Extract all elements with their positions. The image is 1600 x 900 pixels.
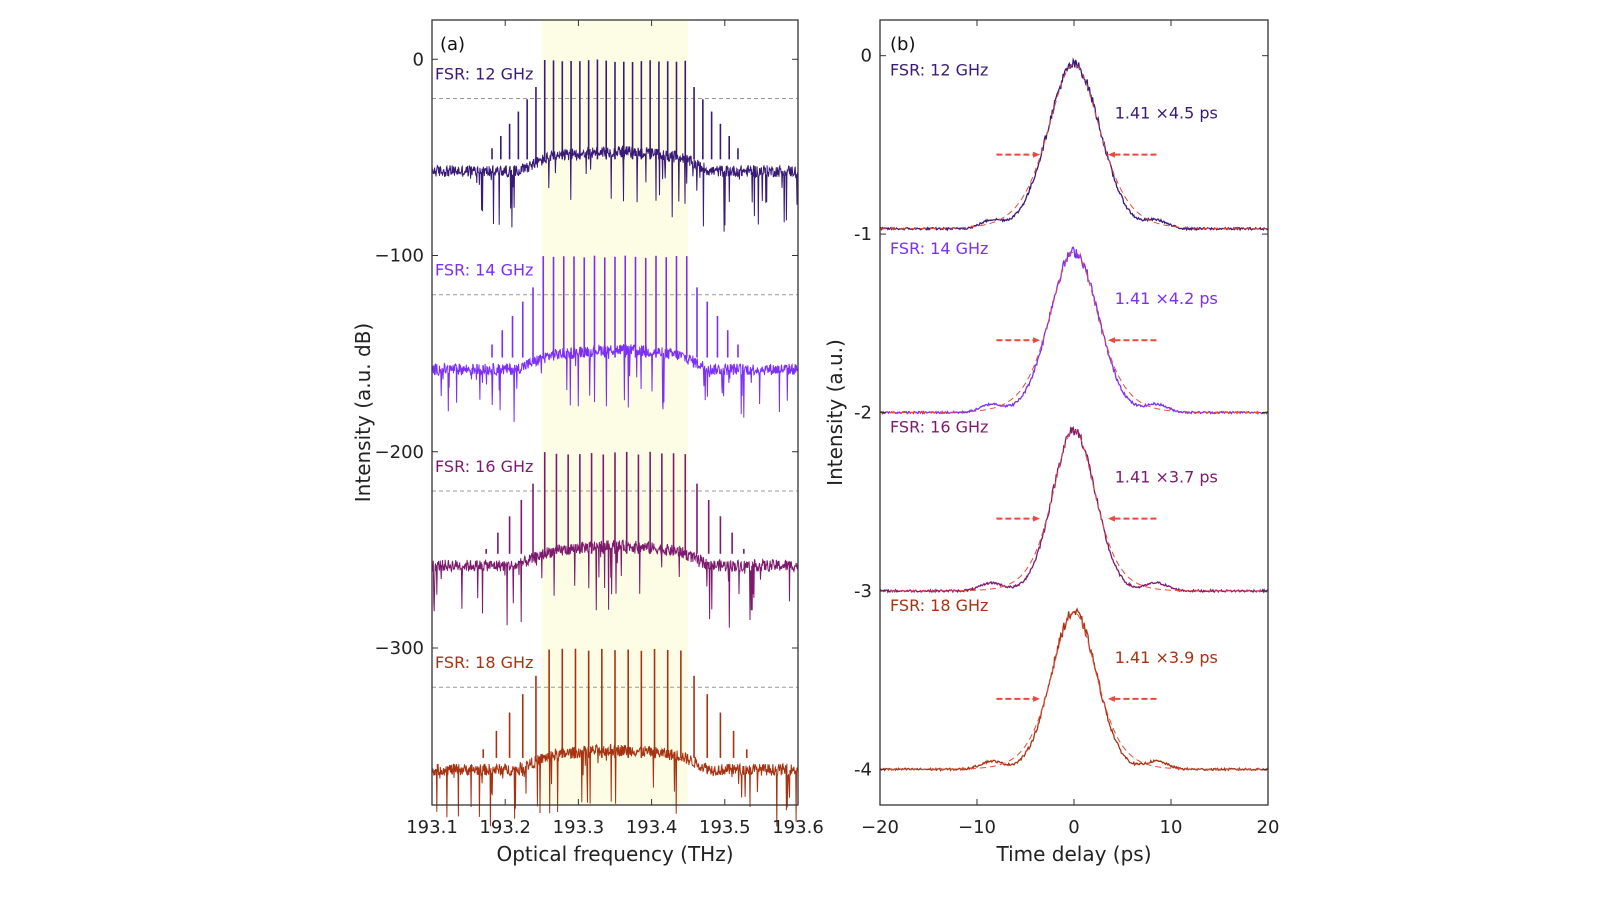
x-tick-label: 193.3	[553, 817, 605, 838]
spectrum-x-axis-label: Optical frequency (THz)	[496, 842, 733, 866]
spectrum-series	[431, 59, 799, 232]
spectrum-series	[431, 648, 799, 827]
autocorrelation-series-label: FSR: 16 GHz	[890, 418, 988, 437]
autocorrelation-series	[879, 57, 1268, 232]
fwhm-arrowhead	[1033, 151, 1041, 158]
autocorrelation-series-label: FSR: 18 GHz	[890, 596, 988, 615]
spectrum-series-label: FSR: 12 GHz	[435, 64, 533, 83]
autocorrelation-trace	[879, 607, 1269, 772]
fwhm-arrowhead	[1033, 515, 1041, 522]
x-tick-label: 193.1	[406, 817, 458, 838]
panel-label-b: (b)	[890, 34, 915, 55]
y-tick-label: −300	[375, 638, 424, 659]
autocorrelation-label-group: 1.41 ×4.5 ps FSR: 12 GHz 1.41 ×4.2 ps FSR: …	[890, 61, 1218, 667]
spectrum-series-label: FSR: 16 GHz	[435, 457, 533, 476]
y-tick-label: −100	[375, 246, 424, 267]
spectrum-series-label: FSR: 14 GHz	[435, 261, 533, 280]
spectrum-series-group	[431, 59, 799, 827]
autocorrelation-series	[879, 425, 1269, 594]
autocorrelation-series-label: FSR: 14 GHz	[890, 239, 988, 258]
fwhm-arrowhead	[1033, 337, 1041, 344]
fit-curve	[880, 611, 1268, 770]
autocorrelation-series-group	[879, 57, 1269, 772]
autocorrelation-trace	[879, 425, 1269, 594]
fwhm-arrowhead	[1107, 151, 1115, 158]
fwhm-arrowhead	[1107, 515, 1115, 522]
autocorrelation-series-label: FSR: 12 GHz	[890, 61, 988, 80]
autocorrelation-trace	[879, 57, 1268, 232]
x-tick-label: 193.4	[626, 817, 678, 838]
fwhm-label: 1.41 ×4.2 ps	[1115, 289, 1218, 308]
x-tick-label: −20	[861, 817, 899, 838]
fwhm-label: 1.41 ×3.9 ps	[1115, 648, 1218, 667]
x-tick-label: 193.5	[699, 817, 751, 838]
spectrum-label-group: FSR: 12 GHz FSR: 14 GHz FSR: 16 GHz FSR: 18…	[435, 64, 533, 672]
y-tick-label: 0	[861, 46, 872, 67]
y-tick-label: 0	[413, 49, 424, 70]
fwhm-arrowhead	[1033, 695, 1041, 702]
x-tick-label: 10	[1160, 817, 1183, 838]
autocorrelation-series	[879, 246, 1269, 416]
spectrum-plot-frame	[431, 19, 799, 806]
autocorrelation-series	[879, 607, 1269, 772]
autocorrelation-ticks: −20 −10 0 10 20 0 -1 -2 -3 -4	[854, 20, 1279, 838]
x-tick-label: 0	[1068, 817, 1079, 838]
spectrum-ticks: 193.1 193.2 193.3 193.4 193.5 193.6 0 −100 −200 −…	[375, 20, 824, 838]
y-tick-label: -4	[854, 759, 872, 780]
spectrum-series-label: FSR: 18 GHz	[435, 653, 533, 672]
fwhm-label: 1.41 ×4.5 ps	[1115, 104, 1218, 123]
autocorrelation-x-axis-label: Time delay (ps)	[995, 842, 1151, 866]
y-tick-label: −200	[375, 442, 424, 463]
autocorrelation-trace	[879, 246, 1269, 416]
fwhm-label: 1.41 ×3.7 ps	[1115, 468, 1218, 487]
y-tick-label: -2	[854, 403, 872, 424]
fwhm-arrowhead	[1107, 337, 1115, 344]
spectrum-panel: FSR: 12 GHz FSR: 14 GHz FSR: 16 GHz FSR: 18…	[351, 19, 824, 866]
x-tick-label: 193.2	[479, 817, 531, 838]
spectrum-series	[431, 255, 799, 422]
fwhm-arrowhead	[1107, 695, 1115, 702]
fit-curve	[880, 429, 1268, 592]
autocorrelation-panel: 1.41 ×4.5 ps FSR: 12 GHz 1.41 ×4.2 ps FSR: …	[823, 19, 1279, 866]
fit-curve	[880, 251, 1268, 413]
y-tick-label: -3	[854, 581, 872, 602]
panel-label-a: (a)	[440, 34, 465, 55]
spectrum-series	[431, 451, 799, 628]
spectrum-y-axis-label: Intensity (a.u. dB)	[351, 323, 375, 502]
y-tick-label: -1	[854, 224, 872, 245]
autocorrelation-y-axis-label: Intensity (a.u.)	[823, 339, 847, 486]
x-tick-label: 193.6	[772, 817, 824, 838]
x-tick-label: 20	[1257, 817, 1280, 838]
fit-curve	[880, 64, 1268, 230]
x-tick-label: −10	[958, 817, 996, 838]
